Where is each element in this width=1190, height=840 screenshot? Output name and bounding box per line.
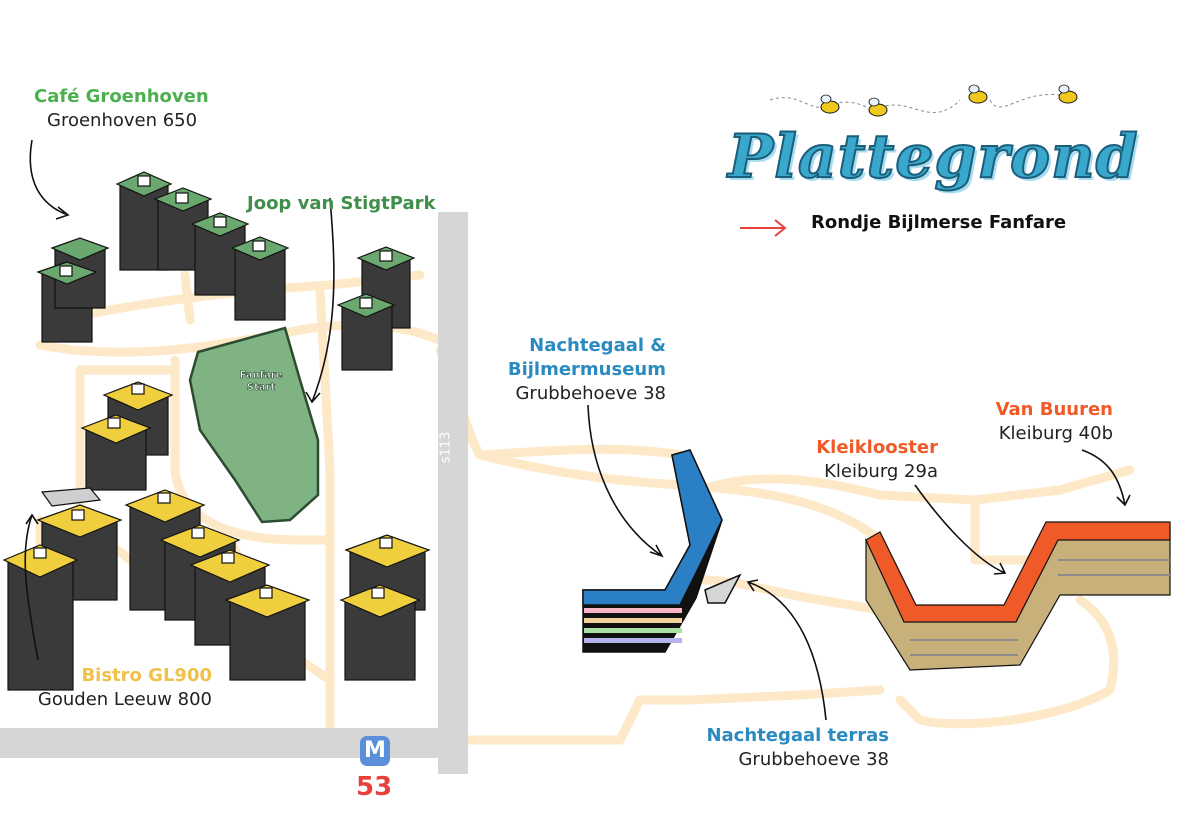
annotation-arrows [24,139,1131,721]
road-label-s113: s113 [438,431,454,464]
metro-icon: M [360,736,390,766]
nachtegaal-building [582,449,742,653]
map-title: Plattegrond [727,121,1139,193]
label-joop-van-stigtpark: Joop van StigtPark [247,193,436,214]
gouden-leeuw-buildings [2,381,431,691]
label-nachtegaal-bijlmermuseum: Nachtegaal & Bijlmermuseum Grubbehoeve 3… [507,335,666,404]
metro-line-number: 53 [356,772,393,802]
label-bistro-gl900: Bistro GL900 Gouden Leeuw 800 [37,665,212,710]
bee-icons [769,84,1078,117]
joop-van-stigtpark-area [188,326,320,524]
fanfare-start-label: Fanfare Start [239,370,283,394]
road-s113 [438,212,468,774]
kleiburg-building [865,521,1171,671]
label-nachtegaal-terras: Nachtegaal terras Grubbehoeve 38 [706,725,889,770]
label-kleiklooster: Kleiklooster Kleiburg 29a [816,437,938,482]
route-legend-label: Rondje Bijlmerse Fanfare [811,212,1067,233]
label-van-buuren: Van Buuren Kleiburg 40b [995,399,1113,444]
groenhoven-buildings [36,171,416,371]
label-cafe-groenhoven: Café Groenhoven Groenhoven 650 [34,86,209,131]
route-legend-arrow [740,219,787,237]
